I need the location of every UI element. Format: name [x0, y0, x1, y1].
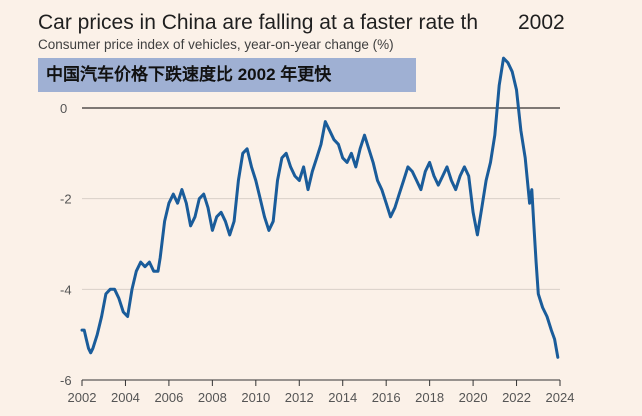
y-tick-label: -2: [60, 192, 72, 207]
y-tick-label: -4: [60, 282, 72, 297]
chinese-caption-banner: 中国汽车价格下跌速度比 2002 年更快: [38, 58, 416, 92]
x-tick-label: 2018: [415, 390, 444, 405]
x-tick-label: 2006: [154, 390, 183, 405]
x-tick-label: 2008: [198, 390, 227, 405]
x-tick-label: 2012: [285, 390, 314, 405]
x-tick-label: 2004: [111, 390, 140, 405]
chart-subtitle: Consumer price index of vehicles, year-o…: [38, 37, 394, 52]
title-text: Car prices in China are falling at a fas…: [38, 11, 478, 34]
y-tick-label: 0: [60, 101, 67, 116]
chart-title: Car prices in China are falling at a fas…: [38, 10, 608, 43]
x-tick-label: 2014: [328, 390, 357, 405]
x-tick-label: 2010: [241, 390, 270, 405]
x-tick-label: 2020: [459, 390, 488, 405]
title-year: 2002: [518, 11, 565, 34]
y-tick-label: -6: [60, 373, 72, 388]
x-tick-label: 2022: [502, 390, 531, 405]
x-tick-label: 2024: [546, 390, 575, 405]
x-tick-label: 2016: [372, 390, 401, 405]
x-tick-label: 2002: [68, 390, 97, 405]
series-line: [80, 56, 560, 359]
